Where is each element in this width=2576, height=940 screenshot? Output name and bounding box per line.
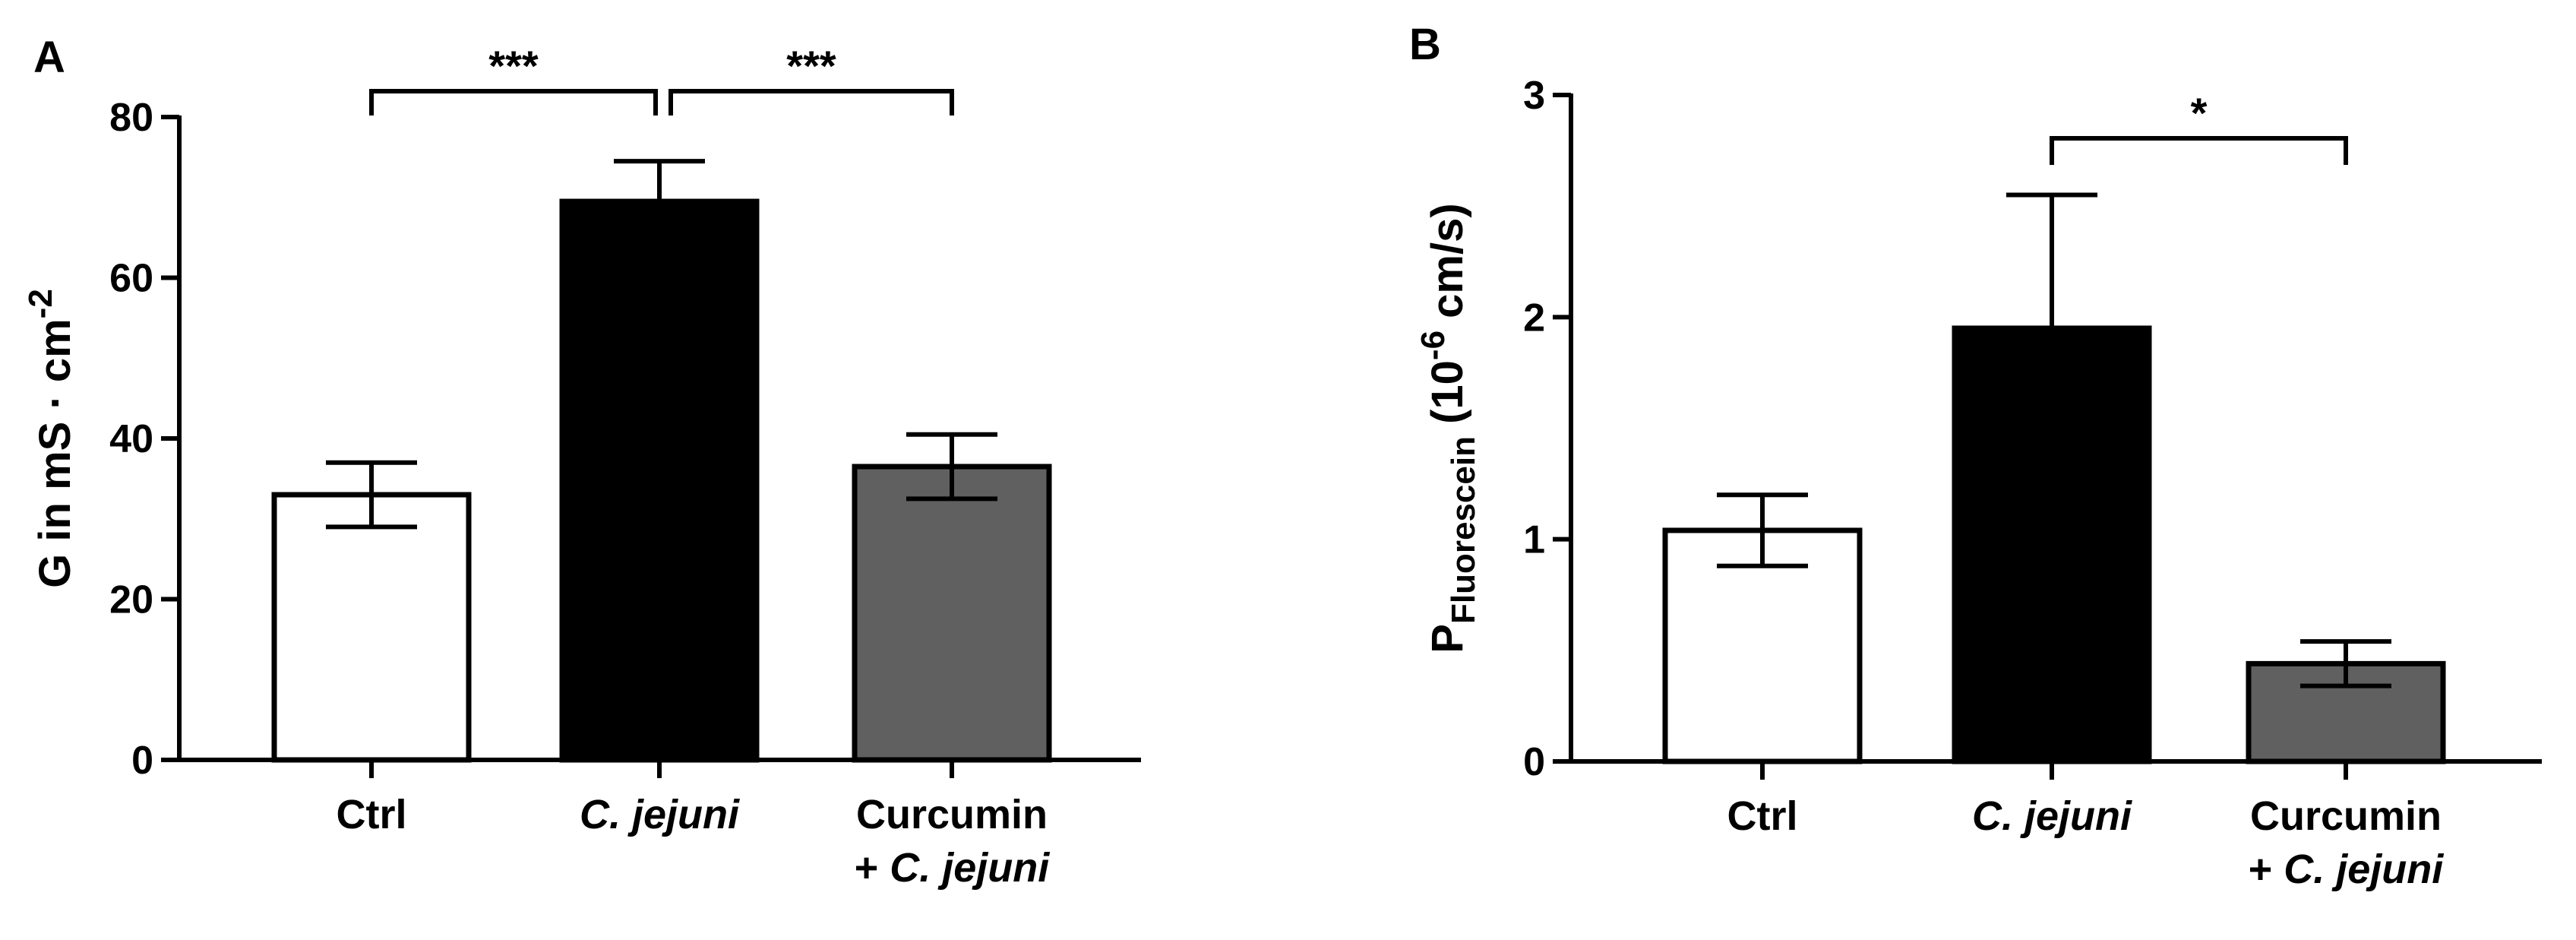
y-tick-label: 0 bbox=[1523, 740, 1545, 784]
panel-label: B bbox=[1409, 20, 1441, 69]
y-axis-label-main: G in mS · cm bbox=[30, 318, 80, 588]
y-axis-label: PFluorescein (10-6 cm/s) bbox=[1414, 203, 1482, 653]
y-axis-label-unit: cm/s) bbox=[1423, 203, 1472, 331]
y-tick-label: 60 bbox=[109, 257, 153, 301]
significance-label: * bbox=[2191, 89, 2208, 137]
significance-bracket bbox=[2050, 136, 2348, 165]
y-axis-label-symbol: P bbox=[1423, 624, 1472, 654]
category-prefix: + bbox=[855, 845, 890, 891]
y-tick-label: 3 bbox=[1523, 74, 1545, 118]
category-species: C. jejuni bbox=[890, 845, 1050, 891]
y-axis-label-superscript: -6 bbox=[1414, 331, 1452, 360]
bar-2 bbox=[852, 464, 1052, 763]
x-category-label: C. jejuni bbox=[580, 792, 740, 837]
x-category-label: Curcumin bbox=[2250, 793, 2442, 839]
y-tick-label: 0 bbox=[131, 739, 153, 783]
x-category-label-line2: + C. jejuni bbox=[2249, 847, 2445, 892]
x-category-label-line2: + C. jejuni bbox=[855, 845, 1051, 891]
x-category-label: C. jejuni bbox=[1972, 793, 2132, 839]
category-prefix: + bbox=[2249, 847, 2284, 892]
y-axis-label-superscript: -2 bbox=[22, 289, 59, 318]
y-axis-label: G in mS · cm-2 bbox=[22, 289, 80, 588]
bar-0 bbox=[271, 492, 472, 763]
chart-panel-a: A 0 20 40 60 80 Ctrl C. jejuni Curcumin + C. jeju… bbox=[22, 33, 1141, 891]
significance-label: *** bbox=[786, 42, 836, 90]
y-tick-label: 2 bbox=[1523, 296, 1545, 340]
panel-label: A bbox=[33, 33, 65, 82]
significance-bracket bbox=[369, 89, 658, 116]
x-category-label: Curcumin bbox=[856, 792, 1048, 837]
y-axis-label-subscript: Fluorescein bbox=[1445, 436, 1482, 624]
category-species: C. jejuni bbox=[2284, 847, 2444, 892]
bar-1 bbox=[559, 198, 760, 763]
x-category-label: Ctrl bbox=[337, 792, 407, 837]
significance-bracket bbox=[668, 89, 954, 116]
significance-label: *** bbox=[488, 42, 539, 90]
y-tick-label: 1 bbox=[1523, 518, 1545, 562]
x-category-label: Ctrl bbox=[1727, 793, 1798, 839]
y-tick-label: 20 bbox=[109, 578, 153, 622]
y-tick-label: 80 bbox=[109, 96, 153, 140]
y-axis-label-paren: (10 bbox=[1423, 360, 1472, 436]
y-tick-label: 40 bbox=[109, 417, 153, 461]
chart-panel-b: B 0 1 2 3 Ctrl C. jejuni Curcumin + C. jejuni PFl… bbox=[1409, 20, 2542, 892]
